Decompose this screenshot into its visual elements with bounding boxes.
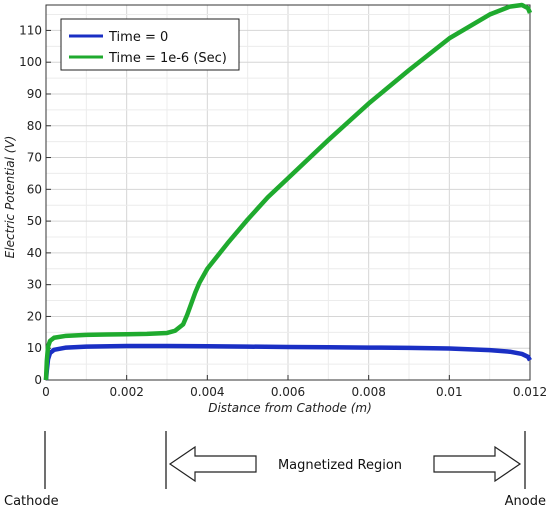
y-tick-label: 100: [19, 55, 42, 69]
x-tick-label: 0.008: [351, 385, 385, 399]
y-tick-label: 80: [27, 119, 42, 133]
legend-label-time-0: Time = 0: [108, 30, 168, 45]
x-tick-label: 0: [42, 385, 50, 399]
y-axis-title: Electric Potential (V): [3, 136, 17, 259]
series-line-1: [43, 2, 533, 381]
magnetized-region-label: Magnetized Region: [278, 458, 402, 473]
y-tick-label: 10: [27, 341, 42, 355]
x-tick-label: 0.002: [109, 385, 143, 399]
legend-box: [60, 18, 240, 71]
y-tick-label: 40: [27, 246, 42, 260]
y-tick-label: 50: [27, 214, 42, 228]
y-tick-label: 90: [27, 87, 42, 101]
y-tick-label: 20: [27, 309, 42, 323]
y-tick-label: 0: [34, 373, 42, 387]
y-tick-label: 30: [27, 278, 42, 292]
series-lines: [43, 2, 533, 381]
right-arrow-icon: [433, 445, 522, 483]
y-tick-label: 60: [27, 182, 42, 196]
series-line-0: [43, 343, 532, 381]
y-tick-label: 110: [19, 23, 42, 37]
y-tick-label: 70: [27, 151, 42, 165]
axis-ticks: 0 0.002 0.004 0.006 0.008 0.01 0.012 0 10 20 30 40 5…: [19, 23, 547, 399]
x-tick-label: 0.004: [190, 385, 224, 399]
legend: Time = 0 Time = 1e-6 (Sec): [60, 18, 240, 71]
anode-label: Anode: [505, 494, 546, 509]
x-tick-label: 0.006: [271, 385, 305, 399]
left-arrow-icon: [168, 445, 257, 483]
x-tick-label: 0.01: [436, 385, 463, 399]
x-axis-title: Distance from Cathode (m): [208, 401, 372, 415]
cathode-label: Cathode: [4, 494, 59, 509]
x-tick-label: 0.012: [513, 385, 547, 399]
legend-label-time-1e-6: Time = 1e-6 (Sec): [108, 51, 227, 66]
region-annotation: Magnetized Region Cathode Anode: [4, 431, 546, 509]
